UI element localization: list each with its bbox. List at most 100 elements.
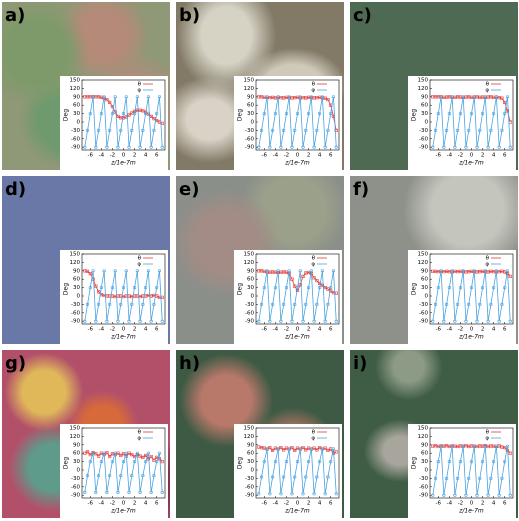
x-axis-label: z/1e-7m [458,160,484,167]
x-tick-label: -6 [262,327,268,333]
marker [119,302,123,306]
marker [329,285,333,290]
y-tick-label: 60 [421,277,428,283]
marker [85,450,90,454]
marker [138,145,142,149]
y-tick-label: -60 [71,310,80,316]
y-tick-label: -30 [245,476,254,482]
marker [116,319,120,323]
y-tick-label: 30 [247,111,254,117]
marker [323,145,327,149]
marker [91,95,95,99]
marker [304,302,308,306]
legend-label: θ [486,256,490,262]
x-tick-label: 6 [503,327,507,333]
marker [135,269,139,273]
panel: c) 150 120 90 60 30 0 -30 -60 -90 -6 -4 -2 0 2 4 6 z/1e-7… [350,2,518,170]
marker [464,145,468,149]
marker [135,95,139,99]
panel-svg: g) 150 120 90 60 30 0 -30 -60 -90 -6 -4 -2 0 2 4 6 z/1e-7… [5,353,168,518]
marker [149,319,153,323]
marker [489,302,493,306]
panel: i) 150 120 90 60 30 0 -30 -60 -90 -6 -4 -2 0 2 4 6 z/1e-7… [350,350,518,518]
y-tick-label: 90 [421,268,428,274]
marker [309,447,313,451]
marker [276,95,280,99]
marker [96,302,101,306]
y-tick-label: -90 [71,493,80,499]
marker [124,269,128,273]
x-tick-label: -4 [273,153,279,159]
y-tick-label: -90 [245,319,254,325]
series-line [84,453,163,493]
x-tick-label: 4 [318,327,322,333]
marker [497,319,501,323]
marker [483,269,487,273]
marker [489,476,493,480]
legend-label: φ [485,436,489,442]
series-line [432,445,511,454]
marker [472,269,476,273]
marker [287,95,291,99]
legend-label: θ [138,82,142,88]
marker [141,128,145,132]
marker [508,319,512,323]
marker [309,95,313,99]
legend-label: φ [485,88,489,94]
marker [436,459,440,464]
marker [83,490,87,494]
x-tick-label: 2 [481,327,485,333]
series-line [258,270,337,322]
marker [160,319,164,323]
series-line [432,270,511,322]
marker [312,145,316,149]
marker [94,284,98,288]
x-tick-label: 0 [122,501,126,507]
marker [497,493,501,497]
marker [436,285,440,290]
legend-label: θ [138,430,142,436]
marker [149,454,153,459]
marker [97,290,101,294]
x-tick-label: 0 [296,153,300,159]
marker [469,111,474,116]
x-axis-label: z/1e-7m [284,508,310,515]
series-line [432,446,511,496]
y-tick-label: -90 [419,319,428,325]
marker [301,145,305,149]
y-tick-label: -90 [419,145,428,151]
y-tick-label: 120 [70,86,81,92]
x-tick-label: 0 [470,327,474,333]
marker [467,302,471,306]
y-tick-label: 120 [244,86,255,92]
marker [453,493,457,497]
marker [334,492,338,496]
marker [461,95,465,99]
x-tick-label: 0 [470,153,474,159]
panel-label: f) [353,179,369,200]
marker [102,269,106,273]
y-tick-label: 30 [421,285,428,291]
panel-label: c) [353,5,372,26]
legend-label: φ [311,88,315,94]
y-axis-label: Deg [237,109,244,121]
y-tick-label: -90 [419,493,428,499]
marker [505,444,510,448]
marker [315,448,319,452]
marker [298,447,302,451]
marker [108,100,112,104]
panel: h) 150 120 90 60 30 0 -30 -60 -90 -6 -4 -2 0 2 4 6 z/1e-7… [176,350,344,518]
marker [290,446,294,450]
marker [320,447,324,451]
x-tick-label: 0 [122,153,126,159]
panel-label: g) [5,353,26,374]
marker [461,269,465,273]
legend-label: φ [485,262,489,268]
marker [257,145,261,149]
marker [475,145,479,149]
marker [152,302,156,306]
y-tick-label: -60 [71,136,80,142]
x-tick-label: 6 [503,501,507,507]
y-tick-label: 60 [73,451,80,457]
marker [155,285,159,290]
